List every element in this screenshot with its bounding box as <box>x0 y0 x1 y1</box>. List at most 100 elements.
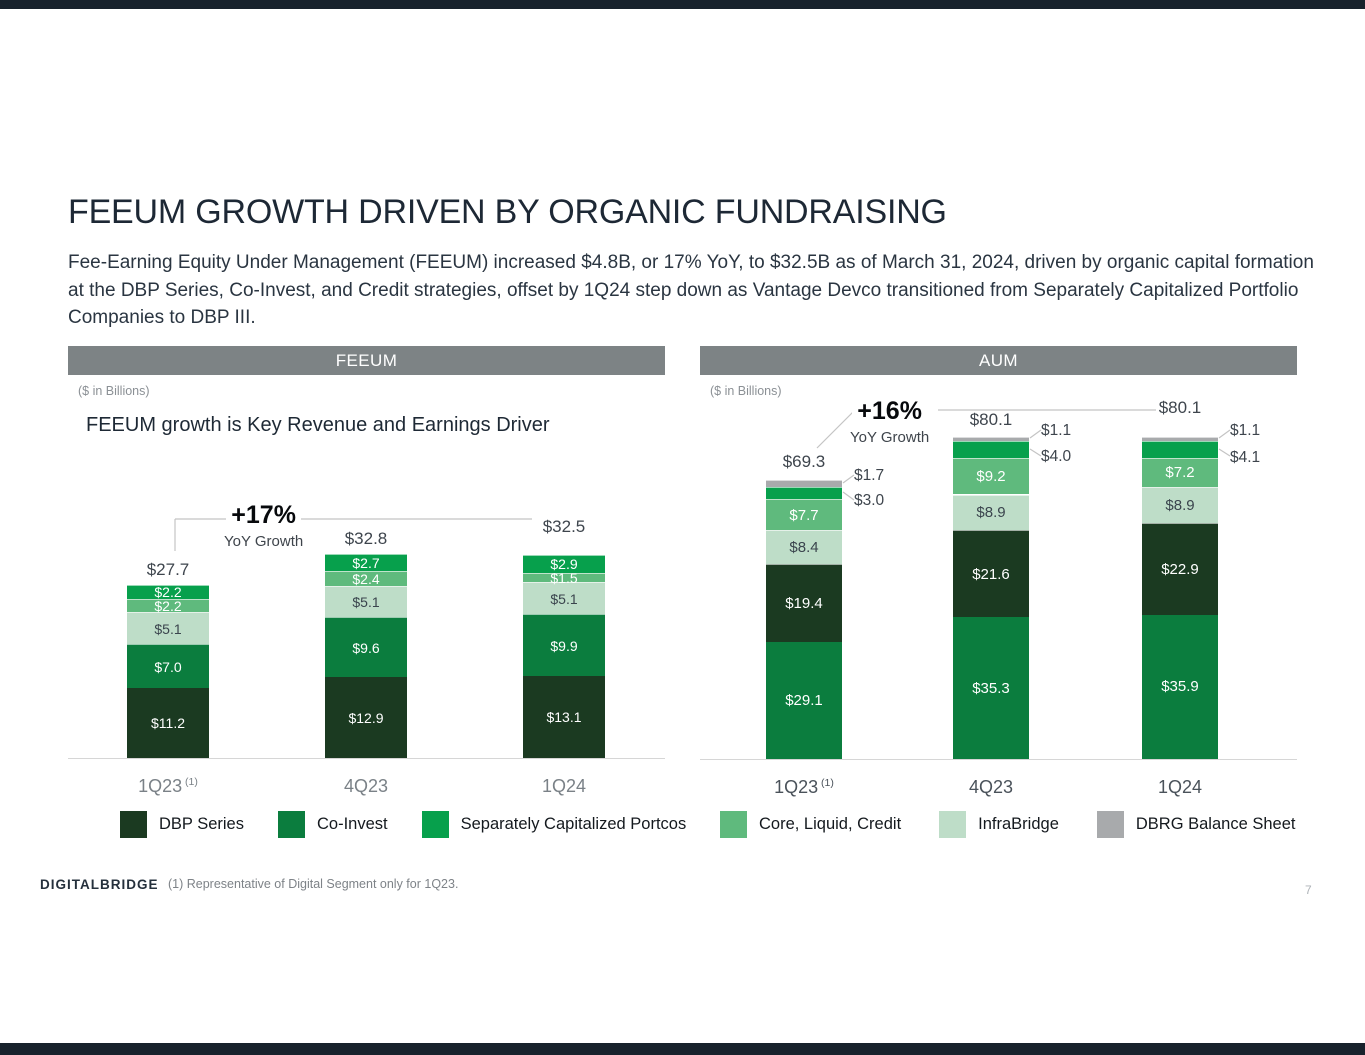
bar-total-label: $27.7 <box>146 559 190 579</box>
bar-segment-separately-capitalized-portcos <box>953 441 1029 458</box>
bar-segment-separately-capitalized-portcos: $2.7 <box>325 553 407 571</box>
legend-swatch <box>720 811 747 838</box>
feeum-panel-header: FEEUM <box>68 346 665 375</box>
feeum-yoy-growth-callout: +17% YoY Growth <box>224 501 303 550</box>
segment-value-label: $2.4 <box>352 570 380 587</box>
segment-value-label: $12.9 <box>348 709 384 726</box>
slide-subtitle: Fee-Earning Equity Under Management (FEE… <box>68 252 1314 328</box>
x-axis-label: 1Q24 <box>483 776 645 797</box>
x-axis-label: 4Q23 <box>913 777 1069 798</box>
bar-segment-separately-capitalized-portcos <box>1142 441 1218 458</box>
aum-growth-label: YoY Growth <box>850 429 930 446</box>
aum-units-label: ($ in Billions) <box>710 384 782 398</box>
legend-swatch <box>939 811 967 838</box>
footnote-marker: (1) <box>818 777 834 789</box>
bar-segment-core-liquid-credit: $2.2 <box>127 598 209 614</box>
x-axis-label-text: 1Q23 <box>138 776 183 796</box>
bar-segment-dbp-series: $11.2 <box>127 688 209 758</box>
x-axis-label-text: 4Q23 <box>343 776 389 796</box>
segment-value-label: $21.6 <box>972 565 1010 583</box>
footnote-marker: (1) <box>182 776 198 788</box>
x-axis-label-text: 1Q24 <box>1157 777 1203 797</box>
bar-segment-separately-capitalized-portcos <box>766 487 842 500</box>
bar-total-label: $32.5 <box>542 516 586 536</box>
segment-value-label: $5.1 <box>154 620 182 637</box>
bar-segment-dbrg-balance-sheet <box>953 437 1029 442</box>
x-axis-label-text: 1Q23 <box>774 777 819 797</box>
segment-value-label: $7.7 <box>789 506 819 524</box>
segment-value-label: $5.1 <box>352 593 380 610</box>
bar-segment-infrabridge: $5.1 <box>127 612 209 645</box>
feeum-stacked-bar-chart: $11.2 $7.0 $5.1 $2.2 $2.2 $27.7 1Q23 (1) $12.9 $… <box>68 380 665 796</box>
bar-segment-dbp-series: $12.9 <box>325 677 407 758</box>
bar-segment-infrabridge: $8.9 <box>1142 486 1218 523</box>
bar-segment-infrabridge: $8.4 <box>766 530 842 565</box>
x-axis-label: 4Q23 <box>285 776 447 797</box>
aum-stacked-bar-chart: $29.1 $19.4 $8.4 $7.7 $3.0 $1.7 $69.3 1Q23 (1) $… <box>700 380 1297 797</box>
segment-callout-label: $1.1 <box>1041 422 1072 440</box>
feeum-legend: DBP Series Co-Invest Separately Capitalize… <box>120 811 686 838</box>
legend-item-separately-capitalized-portcos: Separately Capitalized Portcos <box>421 811 686 838</box>
segment-value-label: $2.7 <box>352 554 380 571</box>
bottom-border-bar <box>0 1043 1365 1055</box>
segment-value-label: $35.9 <box>1161 678 1199 696</box>
x-axis-label: 1Q23 (1) <box>87 776 249 797</box>
bar-total-label: $32.8 <box>344 528 388 548</box>
bar-segment-dbp-series: $22.9 <box>1142 522 1218 615</box>
bar-segment-co-invest: $9.6 <box>325 617 407 678</box>
x-axis-label: 1Q23 (1) <box>726 777 882 798</box>
segment-value-label: $2.2 <box>154 598 182 614</box>
bar-segment-co-invest: $29.1 <box>766 642 842 759</box>
aum-legend: Core, Liquid, Credit InfraBridge DBRG Bala… <box>720 811 1295 838</box>
bar-segment-dbrg-balance-sheet <box>1142 437 1218 442</box>
bar-total-label: $69.3 <box>782 452 826 472</box>
bar-segment-infrabridge: $5.1 <box>325 585 407 618</box>
legend-swatch <box>421 811 449 838</box>
x-axis-label-text: 1Q24 <box>541 776 587 796</box>
segment-value-label: $29.1 <box>785 692 823 710</box>
aum-yoy-growth-callout: +16% YoY Growth <box>850 397 929 446</box>
segment-value-label: $22.9 <box>1161 560 1199 578</box>
segment-callout-label: $4.1 <box>1230 448 1261 466</box>
legend-label: Core, Liquid, Credit <box>759 815 902 833</box>
bar-segment-core-liquid-credit: $7.7 <box>766 499 842 531</box>
segment-value-label: $2.2 <box>154 584 182 601</box>
feeum-growth-label: YoY Growth <box>224 533 304 550</box>
aum-panel-header: AUM <box>700 346 1297 375</box>
legend-item-dbp-series: DBP Series <box>120 811 244 838</box>
bar-segment-co-invest: $9.9 <box>523 614 605 677</box>
segment-value-label: $8.9 <box>976 504 1006 522</box>
bar-segment-dbp-series: $13.1 <box>523 676 605 758</box>
bar-segment-core-liquid-credit: $9.2 <box>953 457 1029 495</box>
segment-callout-label: $3.0 <box>854 492 885 510</box>
segment-value-label: $11.2 <box>151 715 185 731</box>
segment-value-label: $7.2 <box>1165 464 1195 482</box>
segment-value-label: $9.9 <box>550 637 578 654</box>
aum-growth-percent: +16% <box>852 397 927 426</box>
legend-item-infrabridge: InfraBridge <box>939 811 1059 838</box>
bar-segment-core-liquid-credit: $2.4 <box>325 570 407 587</box>
segment-callout-label: $4.0 <box>1041 448 1072 466</box>
legend-swatch <box>120 811 147 838</box>
bar-total-label: $80.1 <box>969 410 1013 429</box>
segment-callout-label: $1.7 <box>854 466 885 484</box>
bar-segment-co-invest: $35.9 <box>1142 614 1218 759</box>
x-axis-label: 1Q24 <box>1102 777 1258 798</box>
segment-value-label: $8.9 <box>1165 496 1195 514</box>
feeum-growth-percent: +17% <box>226 501 301 530</box>
bar-segment-separately-capitalized-portcos: $2.9 <box>523 554 605 573</box>
segment-value-label: $35.3 <box>972 679 1010 697</box>
legend-swatch <box>277 811 305 838</box>
bar-segment-core-liquid-credit: $7.2 <box>1142 457 1218 487</box>
bar-segment-core-liquid-credit: $1.5 <box>523 570 605 586</box>
segment-value-label: $1.5 <box>550 570 578 587</box>
bar-total-label: $80.1 <box>1158 398 1202 417</box>
segment-value-label: $19.4 <box>785 595 823 613</box>
legend-item-core-liquid-credit: Core, Liquid, Credit <box>720 811 901 838</box>
legend-item-co-invest: Co-Invest <box>277 811 388 838</box>
bar-segment-co-invest: $35.3 <box>953 617 1029 759</box>
digitalbridge-logo: DIGITALBRIDGE <box>40 877 159 892</box>
page-number: 7 <box>1305 883 1312 897</box>
segment-value-label: $9.6 <box>352 639 380 656</box>
legend-label: DBRG Balance Sheet <box>1135 815 1296 833</box>
